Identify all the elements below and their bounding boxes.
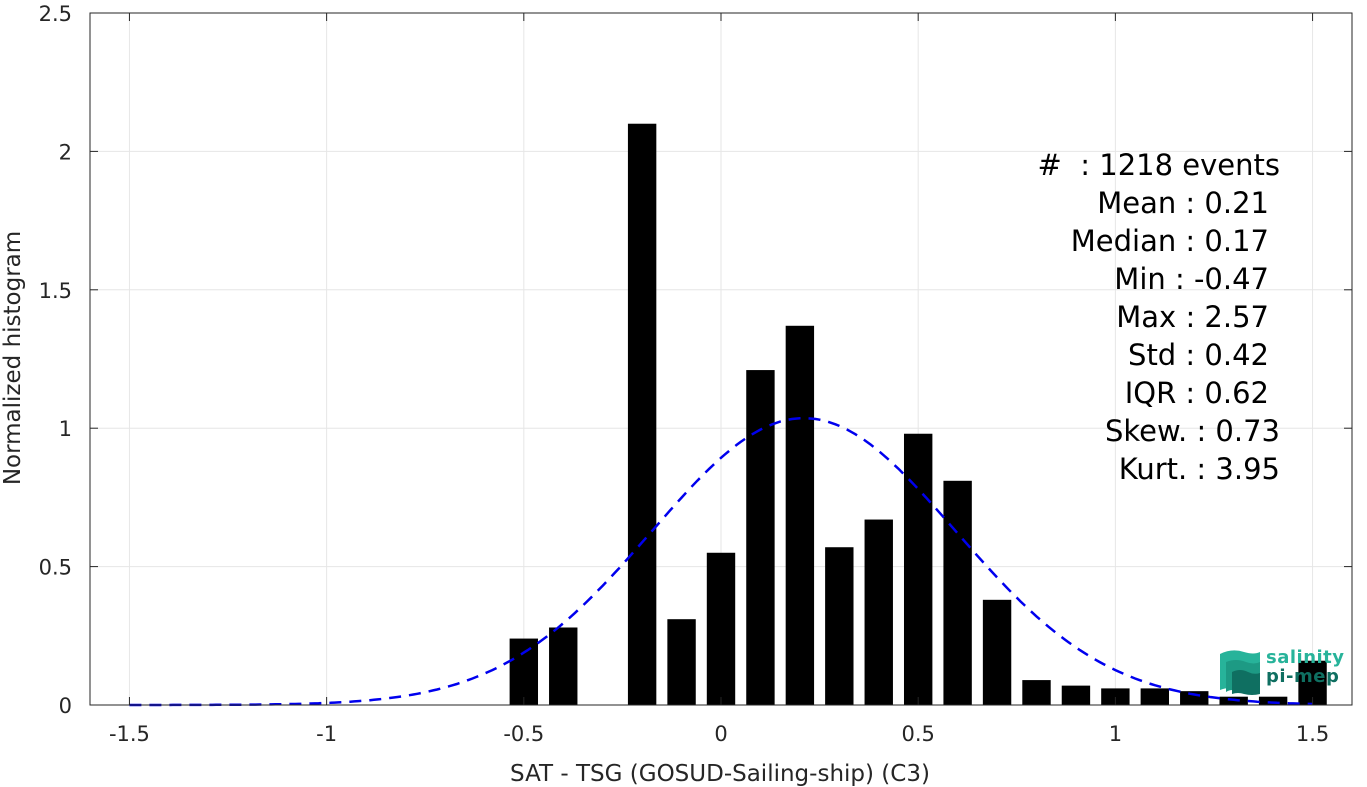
- salinity-pi-mep-logo: salinity pi-mep: [1216, 646, 1346, 696]
- y-tick-label: 2: [59, 140, 72, 164]
- histogram-bar: [627, 123, 657, 706]
- x-tick-label: 0.5: [901, 722, 934, 746]
- stat-std: Std : 0.42: [1128, 338, 1269, 372]
- histogram-bar: [864, 519, 893, 705]
- x-axis-label: SAT - TSG (GOSUD-Sailing-ship) (C3): [510, 761, 930, 787]
- x-tick-label: 0: [714, 722, 727, 746]
- y-tick-label: 0.5: [39, 556, 72, 580]
- y-tick-label: 1: [59, 417, 72, 441]
- histogram-bar: [1061, 685, 1091, 705]
- x-tick-label: 1: [1109, 722, 1122, 746]
- histogram-bar: [509, 638, 539, 705]
- y-axis-ticks: 0 0.5 1 1.5 2 2.5: [39, 2, 1352, 718]
- logo-text-pi-mep: pi-mep: [1266, 666, 1340, 687]
- x-tick-label: 1.5: [1296, 722, 1329, 746]
- histogram-bar: [982, 599, 1012, 705]
- histogram-bar: [1258, 696, 1288, 705]
- stat-mean: Mean : 0.21: [1097, 186, 1269, 220]
- wave-logo-icon: [1220, 650, 1260, 695]
- stat-max: Max : 2.57: [1116, 300, 1269, 334]
- stat-kurt: Kurt. : 3.95: [1118, 452, 1280, 486]
- x-tick-label: -0.5: [503, 722, 544, 746]
- y-tick-label: 1.5: [39, 279, 72, 303]
- gaussian-fit-curve: [129, 416, 1313, 707]
- y-tick-label: 2.5: [39, 2, 72, 26]
- x-tick-label: -1.5: [109, 722, 150, 746]
- x-axis-ticks: -1.5 -1 -0.5 0 0.5 1 1.5: [109, 13, 1329, 746]
- histogram-bar: [785, 325, 815, 705]
- x-tick-label: -1: [316, 722, 337, 746]
- stat-iqr: IQR : 0.62: [1124, 376, 1269, 410]
- histogram-bar: [903, 433, 933, 705]
- stat-median: Median : 0.17: [1070, 224, 1269, 258]
- logo-text-salinity: salinity: [1266, 647, 1345, 668]
- histogram-bar: [1180, 691, 1209, 705]
- histogram-bar: [825, 547, 854, 705]
- histogram-bar: [667, 619, 696, 705]
- histogram-bar: [549, 627, 578, 705]
- histogram-bar: [746, 370, 775, 705]
- histogram-bar: [1022, 680, 1051, 705]
- statistics-panel: # : 1218 events Mean : 0.21 Median : 0.1…: [940, 146, 1280, 488]
- y-axis-label: Normalized histogram: [0, 231, 26, 485]
- histogram-bar: [1101, 688, 1130, 705]
- histogram-bar: [706, 552, 736, 705]
- stat-skew: Skew. : 0.73: [1104, 414, 1280, 448]
- y-tick-label: 0: [59, 694, 72, 718]
- histogram-bar: [1140, 688, 1170, 705]
- histogram-bar: [943, 480, 972, 705]
- stat-min: Min : -0.47: [1114, 262, 1269, 296]
- stat-count: # : 1218 events: [1037, 148, 1280, 182]
